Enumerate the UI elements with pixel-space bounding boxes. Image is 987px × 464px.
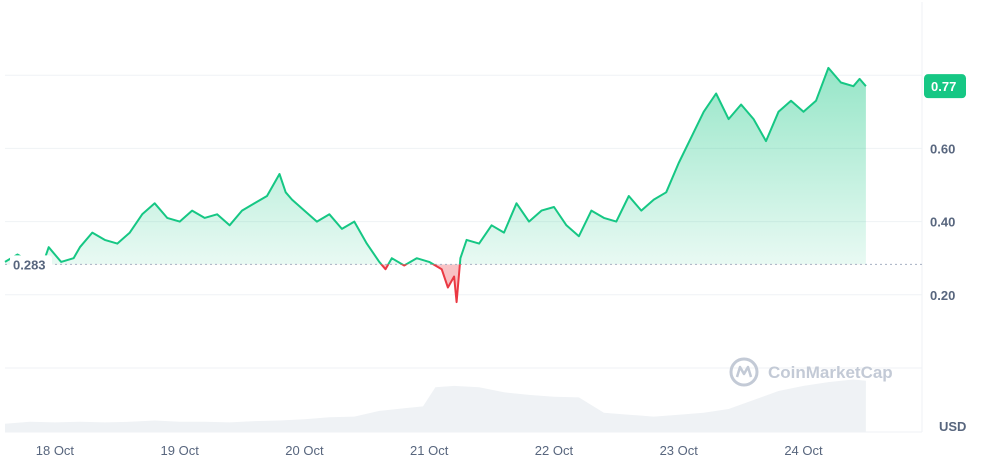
x-tick-label-6: 24 Oct [784, 443, 823, 458]
currency-unit-label: USD [939, 419, 966, 434]
baseline-label-text: 0.283 [13, 257, 46, 272]
x-tick-label-2: 20 Oct [285, 443, 324, 458]
volume-path [5, 379, 866, 432]
y-axis: 0.20 0.40 0.60 [930, 141, 955, 302]
x-tick-label-4: 22 Oct [535, 443, 574, 458]
price-line-up-path [4, 66, 867, 265]
baseline-label: 0.283 [10, 255, 52, 274]
y-tick-label-0: 0.20 [930, 288, 955, 303]
baseline-label-background [10, 255, 52, 274]
x-tick-label-3: 21 Oct [410, 443, 449, 458]
volume-area [5, 379, 866, 432]
y-tick-label-1: 0.40 [930, 215, 955, 230]
price-area-up [5, 67, 866, 265]
coinmarketcap-logo-icon [729, 357, 759, 387]
x-tick-label-1: 19 Oct [161, 443, 200, 458]
price-line-down [30, 264, 461, 304]
price-area-up-path [5, 67, 866, 265]
current-price-label: 0.77 [924, 74, 966, 99]
watermark-text: CoinMarketCap [768, 363, 893, 382]
coinmarketcap-logo-mark [735, 365, 753, 378]
current-price-badge [924, 74, 966, 99]
coinmarketcap-watermark: CoinMarketCap [729, 357, 893, 387]
current-price-text: 0.77 [931, 79, 956, 94]
price-line-up [4, 66, 867, 265]
x-axis: 18 Oct 19 Oct 20 Oct 21 Oct 22 Oct 23 Oct 24 O… [36, 443, 823, 458]
x-tick-label-0: 18 Oct [36, 443, 75, 458]
y-tick-label-2: 0.60 [930, 141, 955, 156]
x-tick-label-5: 23 Oct [660, 443, 699, 458]
price-line-down-path [30, 264, 461, 304]
